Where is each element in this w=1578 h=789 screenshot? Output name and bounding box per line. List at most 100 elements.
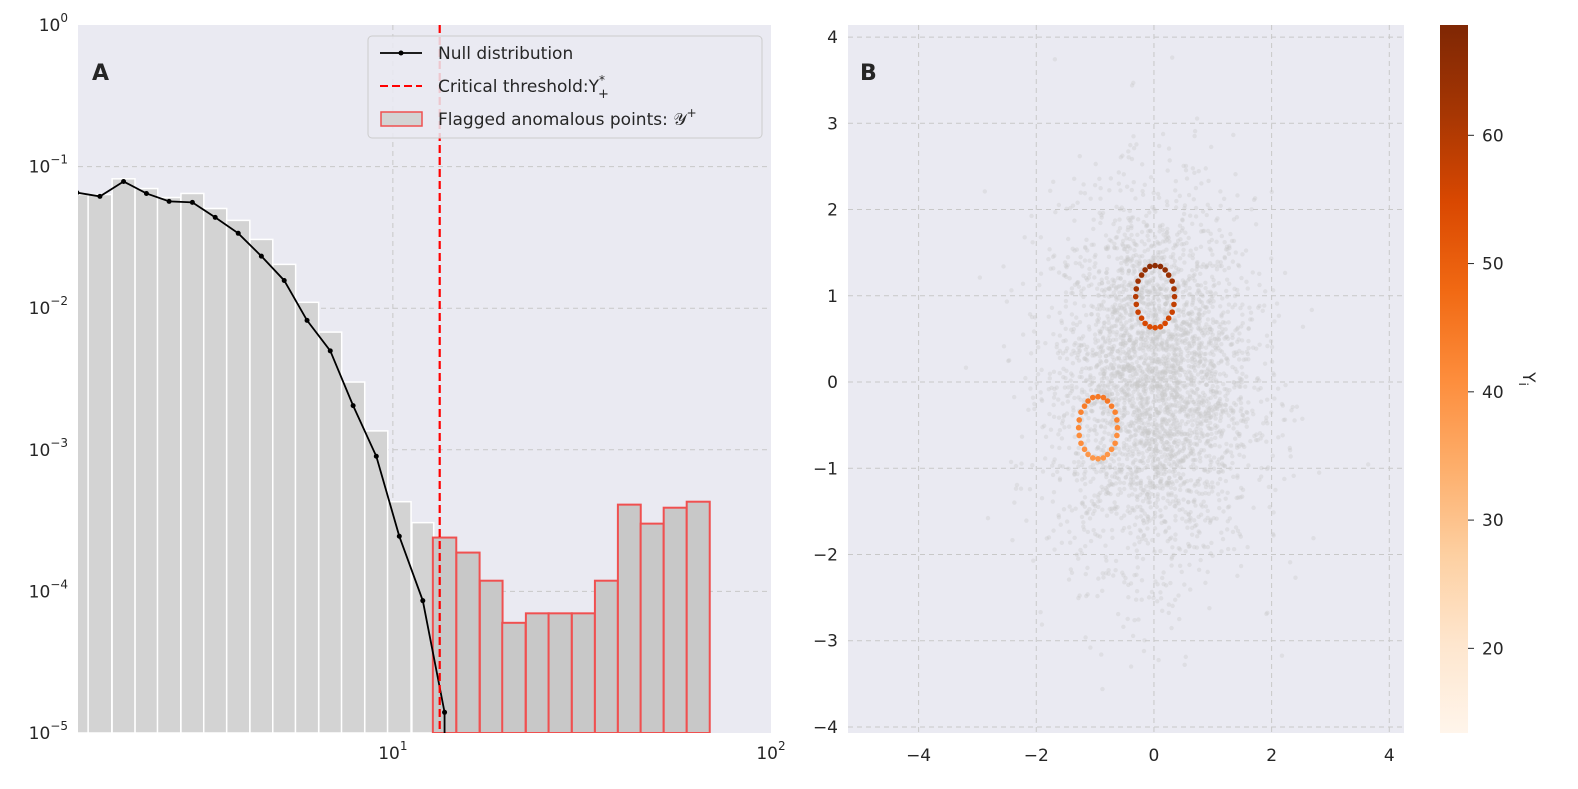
background-point [1152,268,1157,274]
background-point [1117,311,1122,317]
background-point [1190,457,1196,463]
background-point [1216,492,1221,497]
background-point [1095,293,1101,298]
background-point [1152,255,1157,260]
background-point [1159,286,1164,292]
background-point [1212,282,1217,288]
background-point [1256,387,1261,392]
background-point [1111,573,1116,578]
background-point [1120,366,1125,372]
background-point [1174,198,1179,204]
flagged-bar [478,579,504,733]
background-point [1142,638,1147,643]
background-point [1229,417,1234,422]
background-point [1231,400,1237,406]
background-point [1094,431,1099,437]
background-point [1253,346,1259,351]
y-tick-label: 3 [827,114,838,134]
background-point [1091,528,1096,533]
background-point [1215,406,1220,412]
background-point [1137,439,1142,444]
background-point [1112,506,1117,511]
background-point [1182,280,1187,286]
background-point [1095,362,1100,368]
background-point [1090,304,1096,310]
histogram-bar [249,238,274,733]
null-line-marker [78,190,80,195]
background-point [1135,388,1140,393]
background-point [1216,330,1222,335]
background-point [1067,504,1072,509]
background-point [1131,349,1137,354]
background-point [1149,361,1155,366]
background-point [1214,378,1219,383]
background-point [1141,406,1146,411]
background-point [1145,315,1151,320]
background-point [1169,492,1174,498]
background-point [1143,352,1148,357]
background-point [1198,328,1204,333]
background-point [1083,357,1089,362]
background-point [1197,315,1202,321]
background-point [1109,324,1114,329]
background-point [1051,414,1057,420]
background-point [1077,348,1083,353]
background-point [1170,318,1176,323]
background-point [1198,359,1203,364]
background-point [1199,264,1205,270]
background-point [1112,452,1117,458]
background-point [1209,431,1214,437]
background-point [1208,300,1213,306]
background-point [1218,418,1223,424]
background-point [1117,468,1123,474]
background-point [1118,188,1123,193]
background-point [1206,401,1212,406]
background-point [1162,329,1167,334]
background-point [1202,362,1207,367]
flagged-bar [570,612,596,733]
background-point [1111,337,1116,343]
background-point [1104,275,1109,281]
background-point [1126,347,1131,352]
background-point [1140,253,1145,259]
background-point [1125,362,1131,368]
colorbar-tick-label: 20 [1482,639,1504,659]
background-point [1150,481,1156,486]
background-point [1196,311,1201,317]
background-point [1138,336,1144,341]
colorbar-tick-label: 40 [1482,383,1504,403]
background-point [1251,197,1257,203]
background-point [1239,380,1244,385]
background-point [1176,380,1181,385]
background-point [1172,454,1178,459]
background-point [1187,488,1192,494]
background-point [1120,243,1126,248]
background-point [1161,294,1166,300]
background-point [1201,543,1206,548]
background-point [1191,467,1197,472]
background-point [1084,352,1090,357]
background-point [1181,332,1186,338]
background-point [1173,389,1179,394]
background-point [1167,158,1172,163]
background-point [1038,609,1043,615]
background-point [1187,452,1192,457]
background-point [1262,303,1267,308]
background-point [1095,306,1100,312]
background-point [1143,410,1149,416]
flagged-point [1162,267,1168,273]
background-point [1098,329,1103,335]
background-point [1118,276,1123,281]
background-point [1215,401,1220,406]
background-point [1181,163,1186,169]
background-point [1224,356,1229,361]
background-point [1233,382,1239,387]
background-point [1225,309,1231,315]
background-point [1210,294,1215,299]
background-point [1187,285,1192,291]
background-point [1129,83,1135,88]
background-point [1189,374,1194,380]
background-point [1135,217,1141,222]
background-point [1083,275,1089,281]
background-point [1202,310,1207,315]
